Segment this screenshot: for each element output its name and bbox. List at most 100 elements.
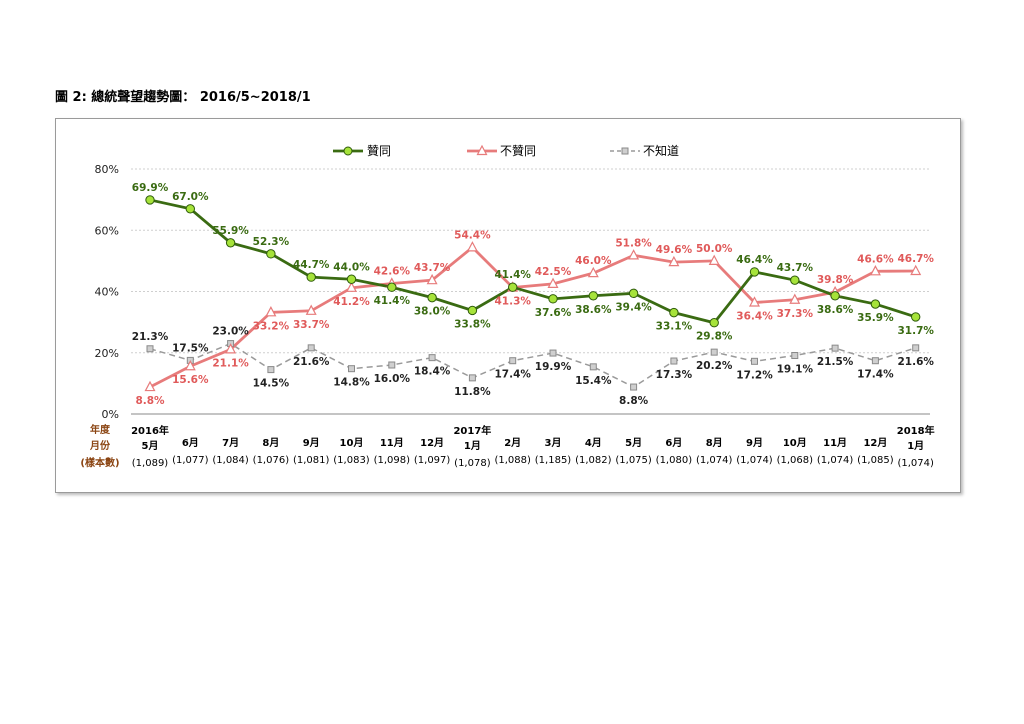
approve-point [588,291,598,301]
x-sample-label: (1,075) [615,455,652,466]
unknown-point [146,345,154,353]
legend-marker [621,147,629,155]
x-month-label: 8月 [706,437,723,449]
y-tick-label: 0% [102,408,119,421]
data-label: 67.0% [172,191,209,203]
data-label: 49.6% [656,244,693,256]
x-month-label: 5月 [625,437,642,449]
data-label: 8.8% [135,395,165,407]
x-month-label: 7月 [222,437,239,449]
unknown-point [468,374,476,382]
data-label: 29.8% [696,331,733,343]
x-month-label: 10月 [783,437,807,449]
data-label: 41.4% [374,295,411,307]
data-label: 39.4% [615,301,652,313]
legend-label: 不知道 [643,144,679,158]
data-label: 46.7% [897,253,934,265]
series-line-2 [149,342,916,388]
y-tick-label: 40% [95,286,119,299]
unknown-point [549,349,557,357]
x-year-label: 2017年 [453,424,491,437]
disapprove-point [749,296,760,307]
data-label: 8.8% [619,395,649,407]
data-label: 52.3% [253,236,290,248]
data-label: 44.7% [293,259,330,271]
disapprove-point [265,306,277,317]
x-month-label: 3月 [545,437,562,449]
data-label: 17.4% [857,369,894,381]
series-line-0 [149,198,917,325]
data-label: 41.2% [333,296,370,308]
unknown-point [307,344,315,352]
approve-point [185,204,196,214]
disapprove-point [144,380,156,392]
x-sample-label: (1,068) [777,455,814,466]
data-label: 38.0% [414,306,451,318]
disapprove-point [668,255,680,267]
unknown-point [388,361,396,369]
approve-point [709,318,719,328]
approve-point [790,275,800,285]
data-label: 15.6% [172,374,209,386]
data-label: 42.5% [535,266,572,278]
data-label: 42.6% [374,266,411,278]
data-label: 38.6% [817,304,854,316]
data-label: 14.5% [253,378,290,390]
approve-point [669,307,679,318]
data-label: 19.1% [777,364,814,376]
data-label: 37.6% [535,307,572,319]
x-sample-label: (1,082) [575,455,612,466]
chart-frame [55,118,961,493]
data-label: 50.0% [696,243,733,255]
disapprove-point [547,277,559,288]
data-label: 21.6% [897,356,934,368]
x-month-label: 9月 [746,437,763,449]
x-month-label: 10月 [340,437,364,449]
x-sample-label: (1,074) [817,455,854,466]
data-label: 18.4% [414,366,451,378]
data-label: 19.9% [535,361,572,373]
x-month-label: 11月 [823,437,847,449]
approve-point [427,292,437,303]
legend-label: 不贊同 [500,144,536,158]
data-label: 43.7% [414,262,451,274]
x-sample-label: (1,081) [293,455,330,466]
disapprove-point [910,264,922,276]
data-label: 11.8% [454,386,491,398]
data-label: 21.6% [293,356,330,368]
x-month-label: 6月 [665,437,682,449]
data-label: 41.3% [494,296,531,308]
row-header-sample: (樣本數) [80,456,119,469]
y-tick-label: 60% [95,224,119,237]
unknown-point [630,383,638,391]
disapprove-point [184,359,196,371]
x-sample-label: (1,097) [414,455,451,466]
data-label: 35.9% [857,312,894,324]
x-sample-label: (1,074) [897,458,934,469]
unknown-point [509,357,517,365]
x-year-label: 2018年 [897,424,935,437]
x-sample-label: (1,080) [656,455,693,466]
data-label: 36.4% [736,311,773,323]
data-label: 14.8% [333,377,370,389]
x-sample-label: (1,083) [333,455,370,466]
data-label: 46.4% [736,254,773,266]
unknown-point [348,365,355,373]
approve-point [346,274,357,284]
x-sample-label: (1,088) [494,455,531,466]
approve-point [387,282,397,292]
approve-point [749,267,760,277]
row-header-year: 年度 [90,423,111,436]
legend-label: 贊同 [367,144,391,158]
series-line-1 [149,245,916,389]
x-sample-label: (1,076) [253,455,290,466]
unknown-point [791,352,799,360]
data-label: 33.7% [293,319,330,331]
figure-title: 圖 2: 總統聲望趨勢圖： 2016/5~2018/1 [55,90,311,105]
x-month-label: 1月 [907,440,924,452]
approve-point [225,238,236,248]
approve-point [911,312,921,322]
disapprove-point [305,304,317,315]
unknown-point [589,363,597,371]
